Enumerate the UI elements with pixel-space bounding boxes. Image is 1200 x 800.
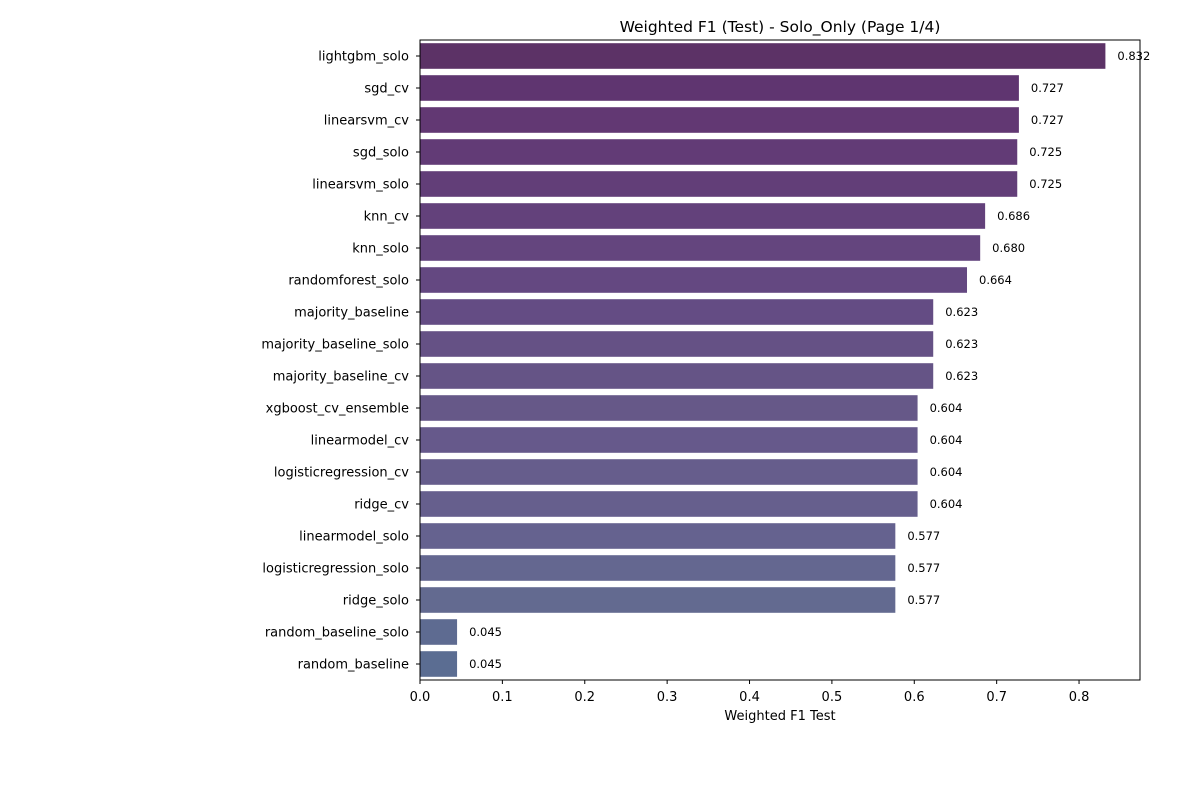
- value-label: 0.577: [907, 561, 940, 575]
- category-label: sgd_cv: [364, 82, 409, 97]
- plot-frame: [419, 39, 1141, 681]
- bar: [420, 587, 896, 613]
- value-label: 0.623: [945, 337, 978, 351]
- x-tick-label: 0.1: [492, 690, 513, 705]
- bar: [420, 491, 918, 517]
- x-tick-label: 0.4: [739, 690, 760, 705]
- category-label: majority_baseline: [294, 306, 409, 321]
- value-label: 0.686: [997, 209, 1030, 223]
- value-label: 0.623: [945, 305, 978, 319]
- category-label: random_baseline_solo: [265, 626, 409, 641]
- y-ticks-group: [416, 55, 420, 665]
- category-label: linearsvm_solo: [312, 178, 409, 193]
- value-label: 0.577: [907, 593, 940, 607]
- value-label: 0.045: [469, 625, 502, 639]
- category-label: majority_baseline_cv: [273, 370, 410, 385]
- category-label: majority_baseline_solo: [261, 338, 409, 353]
- category-label: linearsvm_cv: [324, 114, 410, 129]
- value-label: 0.725: [1029, 177, 1062, 191]
- bar: [420, 523, 896, 549]
- value-label: 0.664: [979, 273, 1012, 287]
- x-tick-label: 0.3: [657, 690, 678, 705]
- x-ticks-group: 0.0 0.1 0.2 0.3 0.4 0.5 0.6 0.7 0.8: [410, 680, 1090, 705]
- category-label: randomforest_solo: [288, 274, 409, 289]
- bar: [420, 651, 458, 677]
- bar: [420, 619, 458, 645]
- value-label: 0.725: [1029, 145, 1062, 159]
- bar: [420, 331, 934, 357]
- bar: [420, 75, 1019, 101]
- x-axis-label: Weighted F1 Test: [724, 709, 835, 724]
- value-label: 0.832: [1117, 49, 1150, 63]
- category-label: lightgbm_solo: [318, 50, 409, 65]
- category-label: ridge_cv: [354, 498, 409, 513]
- x-tick-label: 0.6: [904, 690, 925, 705]
- value-label: 0.680: [992, 241, 1025, 255]
- value-label: 0.604: [930, 497, 963, 511]
- x-tick-label: 0.0: [410, 690, 431, 705]
- x-tick-label: 0.2: [574, 690, 595, 705]
- category-label: linearmodel_cv: [311, 434, 410, 449]
- bar: [420, 363, 934, 389]
- value-labels-group: 0.832 0.727 0.727 0.725 0.725 0.686 0.680 0.664…: [469, 49, 1150, 671]
- bar: [420, 267, 968, 293]
- value-label: 0.604: [930, 433, 963, 447]
- category-labels-group: lightgbm_solo sgd_cv linearsvm_cv sgd_solol…: [261, 50, 409, 673]
- value-label: 0.623: [945, 369, 978, 383]
- bar: [420, 139, 1018, 165]
- bar: [420, 427, 918, 453]
- category-label: linearmodel_solo: [299, 530, 409, 545]
- value-label: 0.577: [907, 529, 940, 543]
- value-label: 0.727: [1031, 81, 1064, 95]
- x-tick-label: 0.5: [822, 690, 843, 705]
- chart-title: Weighted F1 (Test) - Solo_Only (Page 1/4…: [620, 18, 941, 37]
- bar: [420, 459, 918, 485]
- bar: [420, 235, 981, 261]
- value-label: 0.727: [1031, 113, 1064, 127]
- bar: [420, 43, 1106, 69]
- category-label: knn_cv: [364, 210, 410, 225]
- value-label: 0.604: [930, 465, 963, 479]
- bar: [420, 395, 918, 421]
- category-label: xgboost_cv_ensemble: [266, 402, 409, 417]
- bar: [420, 107, 1019, 133]
- bar: [420, 555, 896, 581]
- category-label: random_baseline: [298, 658, 409, 673]
- value-label: 0.045: [469, 657, 502, 671]
- x-tick-label: 0.8: [1069, 690, 1090, 705]
- category-label: logisticregression_cv: [274, 466, 409, 481]
- bar: [420, 203, 986, 229]
- bars-group: [420, 43, 1106, 677]
- x-tick-label: 0.7: [986, 690, 1007, 705]
- value-label: 0.604: [930, 401, 963, 415]
- bar: [420, 299, 934, 325]
- category-label: logisticregression_solo: [262, 562, 409, 577]
- bar: [420, 171, 1018, 197]
- category-label: knn_solo: [352, 242, 409, 257]
- category-label: ridge_solo: [343, 594, 409, 609]
- category-label: sgd_solo: [353, 146, 409, 161]
